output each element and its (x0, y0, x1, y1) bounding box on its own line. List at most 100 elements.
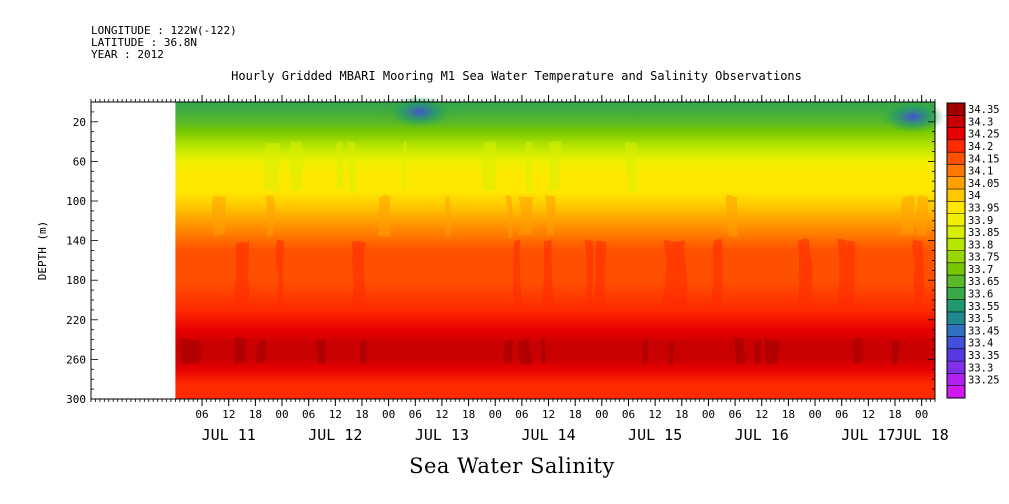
x-tick-label: 06 (515, 408, 528, 421)
colorbar-label: 33.95 (968, 202, 1000, 214)
colorbar-label: 33.45 (968, 325, 1000, 337)
colorbar-label: 33.8 (968, 239, 993, 251)
colorbar-label: 33.5 (968, 313, 993, 325)
colorbar-label: 33.6 (968, 289, 993, 301)
plot-area (175, 95, 945, 399)
colorbar-label: 34.2 (968, 141, 993, 153)
colorbar-swatch (947, 164, 965, 178)
colorbar-swatch (947, 287, 965, 301)
colorbar-label: 33.35 (968, 350, 1000, 362)
colorbar-label: 33.3 (968, 362, 993, 374)
colorbar-swatch (947, 361, 965, 374)
x-tick-label: 00 (382, 408, 395, 421)
x-tick-label: 12 (755, 408, 768, 421)
colorbar-label: 33.85 (968, 227, 1000, 239)
colorbar-swatch (947, 189, 965, 202)
colorbar-swatch (947, 336, 965, 350)
colorbar-label: 34.25 (968, 129, 1000, 141)
colorbar-label: 33.9 (968, 215, 993, 227)
latitude-label: LATITUDE : 36.8N (91, 36, 197, 49)
low-salinity-patch-0 (387, 95, 452, 128)
x-tick-label: 18 (888, 408, 901, 421)
x-day-label: JUL 14 (521, 426, 575, 444)
colorbar-legend: 34.3534.334.2534.234.1534.134.053433.953… (946, 102, 1000, 399)
x-tick-label: 18 (462, 408, 475, 421)
colorbar-swatch (947, 139, 965, 153)
x-tick-label: 00 (489, 408, 502, 421)
x-day-label: JUL 11 (202, 426, 256, 444)
axes: 06 12 18 00 06 12 18 00 06 12 18 00 06 12 18 00 06 12 18 00… (36, 95, 949, 444)
x-tick-label: 18 (249, 408, 262, 421)
x-axis-title: Sea Water Salinity (409, 454, 615, 478)
y-tick-label: 180 (66, 274, 86, 287)
x-tick-label: 06 (409, 408, 422, 421)
y-tick-label: 140 (66, 235, 86, 248)
colorbar-swatch (947, 176, 965, 190)
colorbar-label: 33.75 (968, 252, 1000, 264)
colorbar-swatch (947, 213, 965, 227)
colorbar-label: 33.7 (968, 264, 993, 276)
x-tick-label: 18 (355, 408, 368, 421)
y-tick-label: 220 (66, 314, 86, 327)
x-tick-label: 18 (782, 408, 795, 421)
year-label: YEAR : 2012 (91, 48, 164, 61)
colorbar-swatch (947, 311, 965, 325)
field-texture (180, 141, 928, 365)
x-tick-label: 06 (622, 408, 635, 421)
x-day-label: JUL 15 (628, 426, 682, 444)
x-tick-label: 18 (569, 408, 582, 421)
x-tick-label: 00 (702, 408, 715, 421)
colorbar-swatch (947, 127, 965, 141)
x-tick-label: 12 (222, 408, 235, 421)
x-tick-label: 18 (675, 408, 688, 421)
y-axis-title: DEPTH (m) (36, 221, 49, 281)
colorbar-swatch (947, 250, 965, 264)
colorbar-swatch (947, 238, 965, 251)
y-tick-label: 260 (66, 353, 86, 366)
y-tick-label: 100 (66, 195, 86, 208)
x-tick-label: 00 (915, 408, 928, 421)
x-tick-label: 06 (195, 408, 208, 421)
y-tick-label: 20 (73, 116, 86, 129)
x-tick-label: 12 (329, 408, 342, 421)
x-tick-label: 12 (542, 408, 555, 421)
colorbar-label: 33.65 (968, 276, 1000, 288)
colorbar-label: 34 (968, 190, 981, 202)
x-day-label: JUL 12 (308, 426, 362, 444)
x-tick-label: 12 (435, 408, 448, 421)
colorbar-label: 33.4 (968, 338, 993, 350)
chart-title: Hourly Gridded MBARI Mooring M1 Sea Wate… (231, 69, 802, 83)
x-tick-label: 00 (595, 408, 608, 421)
colorbar-label: 34.3 (968, 116, 993, 128)
colorbar-swatch (947, 275, 965, 288)
colorbar-swatch (947, 152, 965, 165)
longitude-label: LONGITUDE : 122W(-122) (91, 24, 237, 37)
x-day-label: JUL 17 (841, 426, 895, 444)
x-tick-label: 06 (835, 408, 848, 421)
x-tick-label: 00 (275, 408, 288, 421)
colorbar-label: 33.25 (968, 375, 1000, 387)
x-tick-label: 12 (649, 408, 662, 421)
colorbar-label: 34.1 (968, 166, 993, 178)
colorbar-swatch (947, 373, 965, 387)
colorbar-swatch (947, 324, 965, 337)
low-salinity-patch-1 (880, 100, 945, 133)
colorbar-swatch (947, 348, 965, 362)
colorbar-swatch (947, 201, 965, 215)
colorbar-swatch (947, 103, 965, 116)
colorbar-swatch (947, 299, 965, 313)
colorbar-label: 33.55 (968, 301, 1000, 313)
x-tick-label: 06 (302, 408, 315, 421)
colorbar-swatch (947, 262, 965, 276)
colorbar-label: 34.15 (968, 153, 1000, 165)
colorbar-swatch (947, 115, 965, 128)
y-tick-label: 60 (73, 155, 86, 168)
x-day-label: JUL 13 (415, 426, 469, 444)
x-tick-label: 12 (862, 408, 875, 421)
y-tick-label: 300 (66, 393, 86, 406)
x-tick-label: 06 (728, 408, 741, 421)
colorbar-swatch (947, 225, 965, 239)
colorbar-label: 34.35 (968, 104, 1000, 116)
x-day-label: JUL 18 (895, 426, 949, 444)
